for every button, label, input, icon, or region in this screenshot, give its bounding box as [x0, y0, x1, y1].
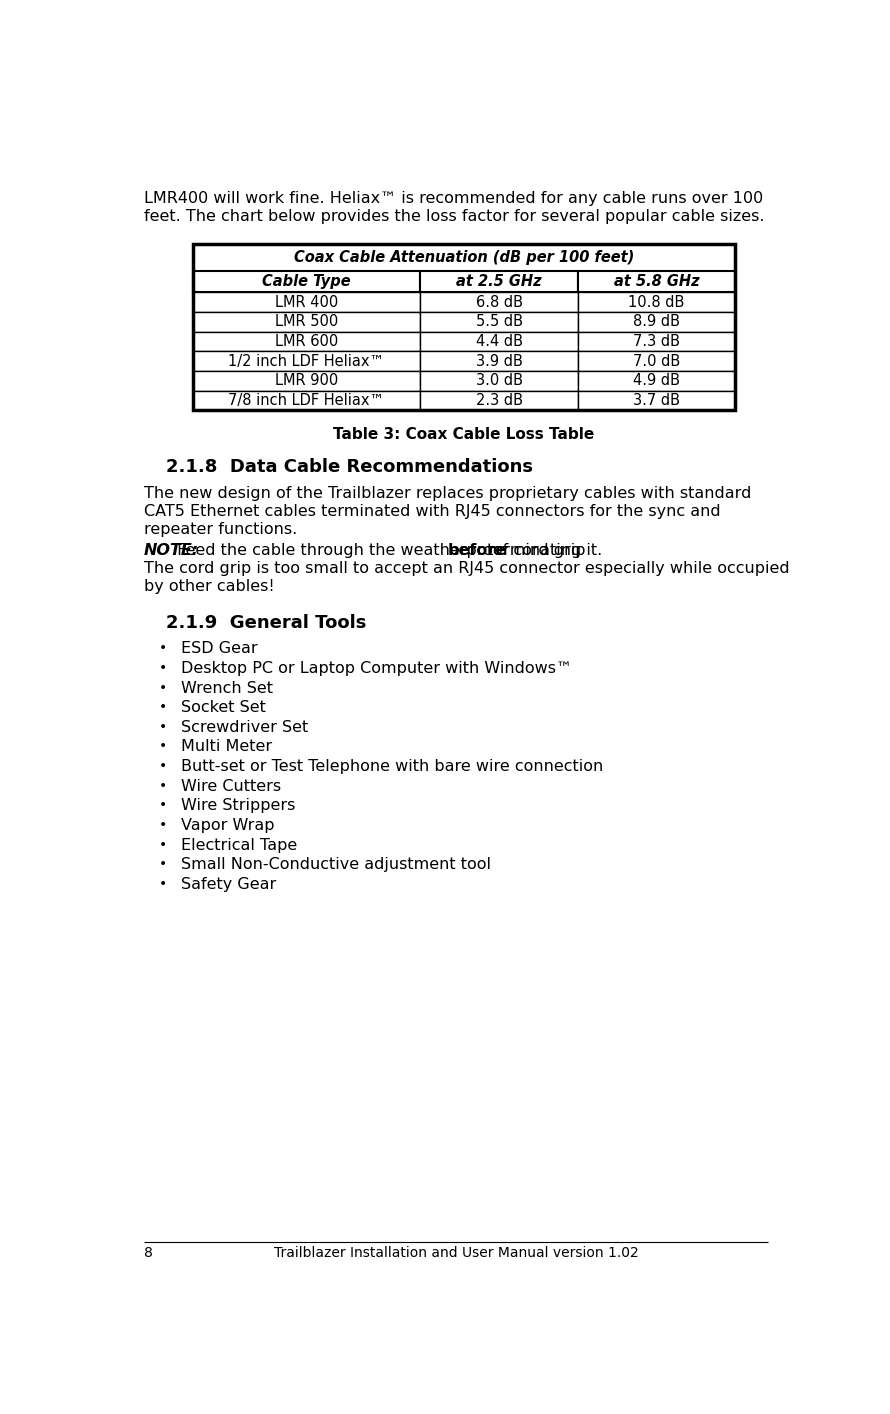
- Text: LMR400 will work fine. Heliax™ is recommended for any cable runs over 100: LMR400 will work fine. Heliax™ is recomm…: [144, 191, 763, 206]
- Text: Trailblazer Installation and User Manual version 1.02: Trailblazer Installation and User Manual…: [274, 1246, 638, 1260]
- Text: •: •: [159, 642, 167, 655]
- Text: 1/2 inch LDF Heliax™: 1/2 inch LDF Heliax™: [229, 354, 384, 369]
- Text: Vapor Wrap: Vapor Wrap: [181, 819, 274, 833]
- Text: 8: 8: [144, 1246, 153, 1260]
- Text: 4.9 dB: 4.9 dB: [633, 373, 680, 389]
- Text: Butt-set or Test Telephone with bare wire connection: Butt-set or Test Telephone with bare wir…: [181, 759, 603, 773]
- Text: terminating it.: terminating it.: [481, 543, 602, 559]
- Text: 3.7 dB: 3.7 dB: [633, 393, 680, 409]
- Text: Feed the cable through the weatherproof cord grip: Feed the cable through the weatherproof …: [173, 543, 591, 559]
- Text: at 2.5 GHz: at 2.5 GHz: [457, 274, 542, 288]
- Text: •: •: [159, 779, 167, 793]
- Text: LMR 600: LMR 600: [275, 334, 338, 349]
- Text: Coax Cable Attenuation (dB per 100 feet): Coax Cable Attenuation (dB per 100 feet): [294, 250, 634, 264]
- Text: •: •: [159, 799, 167, 813]
- Bar: [420, 293, 578, 312]
- Text: The new design of the Trailblazer replaces proprietary cables with standard: The new design of the Trailblazer replac…: [144, 486, 751, 501]
- Text: at 5.8 GHz: at 5.8 GHz: [613, 274, 700, 288]
- Text: 5.5 dB: 5.5 dB: [475, 314, 522, 329]
- Text: Wire Strippers: Wire Strippers: [181, 799, 295, 813]
- Text: Socket Set: Socket Set: [181, 700, 266, 715]
- Text: LMR 900: LMR 900: [275, 373, 338, 389]
- Text: feet. The chart below provides the loss factor for several popular cable sizes.: feet. The chart below provides the loss …: [144, 209, 765, 225]
- Text: 2.1.8  Data Cable Recommendations: 2.1.8 Data Cable Recommendations: [166, 458, 532, 477]
- Text: 8.9 dB: 8.9 dB: [633, 314, 680, 329]
- Text: before: before: [448, 543, 506, 559]
- Text: 7/8 inch LDF Heliax™: 7/8 inch LDF Heliax™: [229, 393, 384, 409]
- Bar: [578, 312, 735, 332]
- Text: •: •: [159, 877, 167, 891]
- Text: •: •: [159, 759, 167, 773]
- Text: Wrench Set: Wrench Set: [181, 680, 273, 696]
- Text: Multi Meter: Multi Meter: [181, 740, 272, 755]
- Text: 7.3 dB: 7.3 dB: [633, 334, 680, 349]
- Bar: [578, 352, 735, 370]
- Text: Desktop PC or Laptop Computer with Windows™: Desktop PC or Laptop Computer with Windo…: [181, 660, 572, 676]
- Text: 3.0 dB: 3.0 dB: [475, 373, 522, 389]
- Text: 7.0 dB: 7.0 dB: [633, 354, 680, 369]
- Bar: [192, 352, 420, 370]
- Text: •: •: [159, 837, 167, 851]
- Text: NOTE:: NOTE:: [144, 543, 199, 559]
- Text: by other cables!: by other cables!: [144, 580, 274, 594]
- Text: ESD Gear: ESD Gear: [181, 642, 257, 656]
- Bar: [420, 332, 578, 352]
- Text: Table 3: Coax Cable Loss Table: Table 3: Coax Cable Loss Table: [333, 427, 595, 443]
- Text: •: •: [159, 857, 167, 871]
- Bar: [420, 370, 578, 390]
- Bar: [420, 312, 578, 332]
- Bar: [578, 390, 735, 410]
- Bar: [192, 245, 735, 410]
- Text: Electrical Tape: Electrical Tape: [181, 837, 297, 853]
- Text: 10.8 dB: 10.8 dB: [628, 294, 684, 310]
- Text: •: •: [159, 720, 167, 734]
- Text: The cord grip is too small to accept an RJ45 connector especially while occupied: The cord grip is too small to accept an …: [144, 561, 789, 577]
- Text: •: •: [159, 660, 167, 674]
- Bar: [578, 270, 735, 293]
- Text: •: •: [159, 819, 167, 831]
- Text: 2.1.9  General Tools: 2.1.9 General Tools: [166, 614, 366, 632]
- Text: 4.4 dB: 4.4 dB: [475, 334, 522, 349]
- Text: •: •: [159, 680, 167, 694]
- Text: repeater functions.: repeater functions.: [144, 522, 297, 537]
- Text: CAT5 Ethernet cables terminated with RJ45 connectors for the sync and: CAT5 Ethernet cables terminated with RJ4…: [144, 503, 720, 519]
- Text: •: •: [159, 700, 167, 714]
- Bar: [420, 352, 578, 370]
- Text: Safety Gear: Safety Gear: [181, 877, 276, 892]
- Bar: [420, 390, 578, 410]
- Text: •: •: [159, 740, 167, 754]
- Bar: [578, 332, 735, 352]
- Bar: [192, 390, 420, 410]
- Text: 2.3 dB: 2.3 dB: [475, 393, 522, 409]
- Bar: [420, 270, 578, 293]
- Text: 3.9 dB: 3.9 dB: [475, 354, 522, 369]
- Bar: [578, 370, 735, 390]
- Bar: [192, 332, 420, 352]
- Bar: [192, 312, 420, 332]
- Bar: [578, 293, 735, 312]
- Bar: [192, 370, 420, 390]
- Bar: [192, 270, 420, 293]
- Text: Wire Cutters: Wire Cutters: [181, 779, 281, 793]
- Text: Screwdriver Set: Screwdriver Set: [181, 720, 308, 735]
- Bar: [192, 245, 735, 270]
- Bar: [192, 293, 420, 312]
- Text: LMR 400: LMR 400: [275, 294, 338, 310]
- Text: Cable Type: Cable Type: [263, 274, 351, 288]
- Text: 6.8 dB: 6.8 dB: [475, 294, 522, 310]
- Text: LMR 500: LMR 500: [275, 314, 338, 329]
- Text: Small Non-Conductive adjustment tool: Small Non-Conductive adjustment tool: [181, 857, 491, 872]
